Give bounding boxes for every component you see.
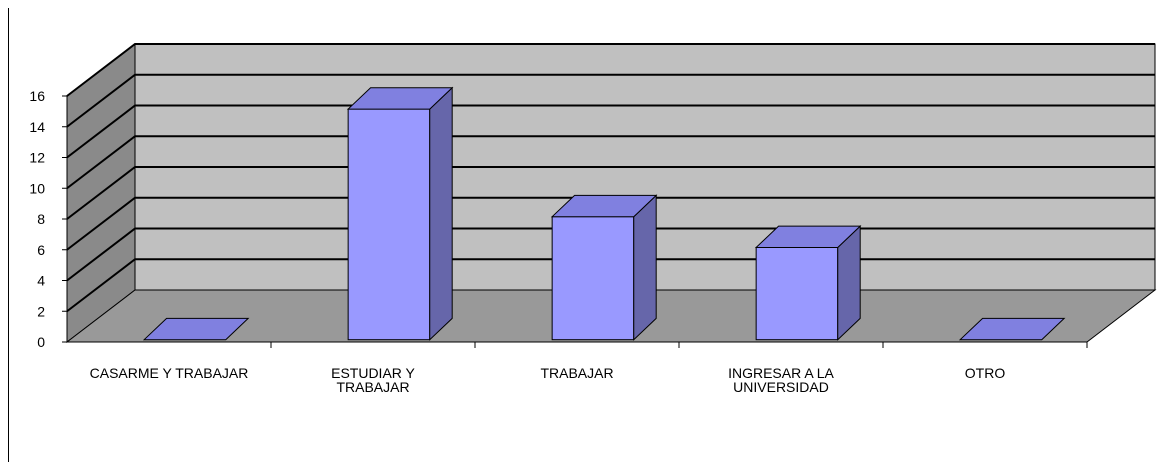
x-category-label: ESTUDIAR Y	[331, 365, 415, 381]
y-tick-label: 8	[37, 211, 45, 227]
x-axis-category-labels: CASARME Y TRABAJAR ESTUDIAR YTRABAJARTRAB…	[90, 365, 1006, 395]
bar-1	[142, 317, 250, 341]
gridline	[66, 135, 1155, 190]
bar-front	[347, 108, 431, 341]
gridline	[66, 104, 1155, 159]
bar-front	[551, 216, 635, 341]
bar-top	[754, 225, 862, 248]
axes	[62, 95, 1088, 348]
bar-4	[754, 224, 862, 341]
gridline	[66, 43, 1155, 97]
bar-2	[346, 86, 454, 341]
bar-side	[429, 86, 453, 341]
bar-top	[958, 317, 1066, 341]
y-axis-tick-labels: 0 2 4 6 8 10 12 14 16	[29, 88, 45, 350]
gridline	[66, 196, 1155, 251]
bar-front	[755, 246, 839, 341]
bars	[142, 86, 1066, 341]
x-category-label: INGRESAR A LA	[728, 365, 834, 381]
y-tick-label: 0	[37, 334, 45, 350]
x-category-label: UNIVERSIDAD	[733, 379, 829, 395]
x-category-label: CASARME Y TRABAJAR	[90, 365, 249, 381]
y-tick-label: 12	[29, 150, 45, 166]
y-tick-label: 16	[29, 88, 45, 104]
x-category-label: TRABAJAR	[540, 365, 613, 381]
bar-top	[346, 87, 454, 110]
x-category-label: OTRO	[965, 365, 1006, 381]
bar-top	[142, 317, 250, 341]
y-tick-label: 2	[37, 303, 45, 319]
gridline	[66, 73, 1155, 128]
gridline	[66, 166, 1155, 220]
y-tick-label: 10	[29, 180, 45, 196]
y-tick-label: 14	[29, 119, 45, 135]
bar-side	[633, 194, 657, 341]
y-tick-label: 6	[37, 242, 45, 258]
x-category-label: TRABAJAR	[336, 379, 409, 395]
page-border-line	[8, 8, 9, 462]
bar-3	[550, 194, 658, 341]
bar-top	[550, 194, 658, 218]
y-tick-label: 4	[37, 273, 45, 289]
bar-5	[958, 317, 1066, 341]
